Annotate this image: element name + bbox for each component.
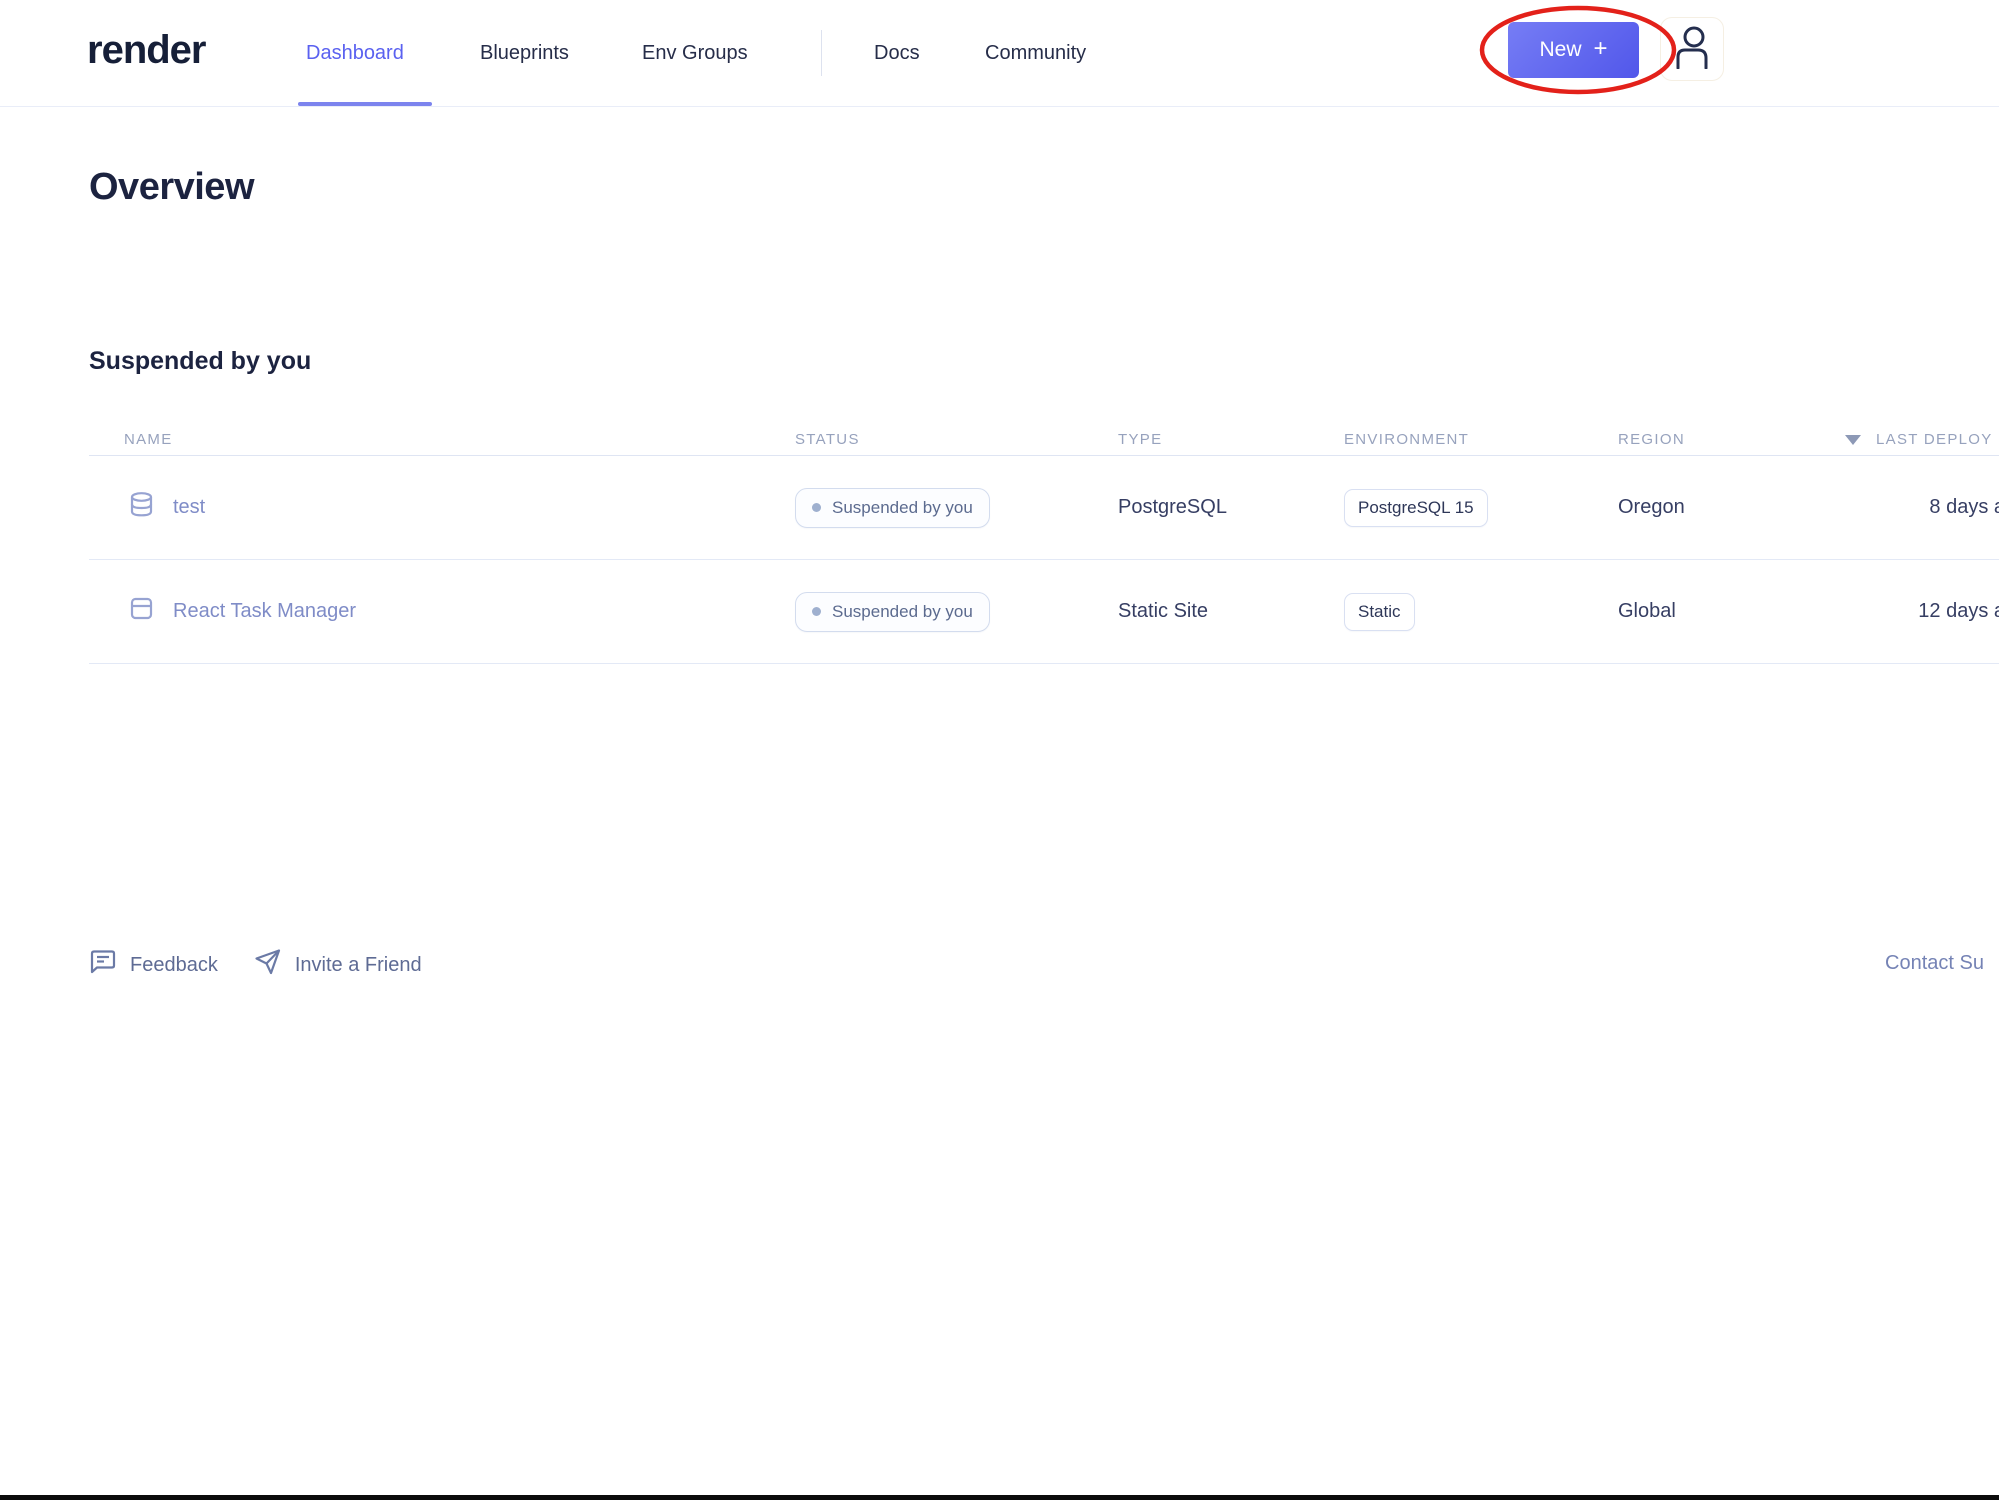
table-row-react-task-manager[interactable]: React Task Manager Suspended by you Stat… (89, 560, 1999, 664)
column-header-environment[interactable]: ENVIRONMENT (1344, 431, 1470, 448)
nav-tab-env-groups[interactable]: Env Groups (642, 42, 748, 64)
plus-icon: + (1593, 35, 1608, 62)
section-title: Suspended by you (89, 347, 312, 375)
page-title: Overview (89, 166, 255, 208)
table-header-row: NAME STATUS TYPE ENVIRONMENT REGION LAST… (89, 424, 1999, 456)
environment-badge: PostgreSQL 15 (1344, 488, 1488, 527)
render-logo[interactable]: render (87, 28, 206, 72)
service-region: Oregon (1618, 496, 1685, 518)
column-header-last-deploy-label: LAST DEPLOY (1876, 431, 1993, 448)
status-dot-icon (812, 607, 821, 616)
nav-link-community[interactable]: Community (985, 42, 1087, 64)
footer: Feedback Invite a Friend (89, 948, 422, 982)
status-badge-label: Suspended by you (832, 497, 973, 517)
user-avatar-button[interactable] (1660, 17, 1724, 81)
user-icon (1673, 25, 1711, 74)
feedback-label: Feedback (130, 953, 218, 976)
new-button-label: New (1539, 38, 1582, 61)
feedback-link[interactable]: Feedback (89, 949, 218, 982)
static-site-icon (130, 596, 153, 627)
environment-badge: Static (1344, 592, 1415, 631)
table-row-test[interactable]: test Suspended by you PostgreSQL Postgre… (89, 456, 1999, 560)
status-badge: Suspended by you (795, 591, 990, 632)
column-header-status[interactable]: STATUS (795, 431, 860, 448)
service-name-link[interactable]: test (173, 496, 206, 518)
nav-tab-dashboard[interactable]: Dashboard (306, 42, 404, 64)
feedback-icon (89, 949, 117, 982)
top-navigation-bar: render Dashboard Blueprints Env Groups D… (0, 0, 1999, 107)
service-type: PostgreSQL (1118, 496, 1227, 518)
new-button[interactable]: New + (1508, 22, 1639, 78)
bottom-black-bar (0, 1495, 1999, 1500)
column-header-region[interactable]: REGION (1618, 431, 1685, 448)
last-deploy-value: 8 days a (1929, 496, 1999, 518)
contact-support-link[interactable]: Contact Su (1885, 952, 1984, 974)
service-type: Static Site (1118, 600, 1209, 622)
last-deploy-value: 12 days a (1918, 600, 1999, 622)
service-name-link[interactable]: React Task Manager (173, 600, 357, 622)
status-dot-icon (812, 503, 821, 512)
sort-desc-icon (1845, 434, 1861, 445)
paper-plane-icon (254, 948, 282, 982)
database-icon (130, 492, 153, 523)
active-tab-underline (298, 102, 432, 106)
column-header-name[interactable]: NAME (124, 431, 173, 448)
nav-tab-blueprints[interactable]: Blueprints (480, 42, 569, 64)
column-header-last-deploy[interactable]: LAST DEPLOY (1824, 431, 1999, 448)
invite-friend-label: Invite a Friend (294, 953, 422, 976)
suspended-services-table: NAME STATUS TYPE ENVIRONMENT REGION LAST… (89, 424, 1999, 664)
status-badge: Suspended by you (795, 487, 990, 528)
invite-friend-link[interactable]: Invite a Friend (254, 948, 422, 982)
column-header-type[interactable]: TYPE (1118, 431, 1163, 448)
service-region: Global (1618, 600, 1676, 622)
status-badge-label: Suspended by you (832, 601, 973, 621)
nav-link-docs[interactable]: Docs (874, 42, 920, 64)
nav-divider (821, 30, 822, 76)
